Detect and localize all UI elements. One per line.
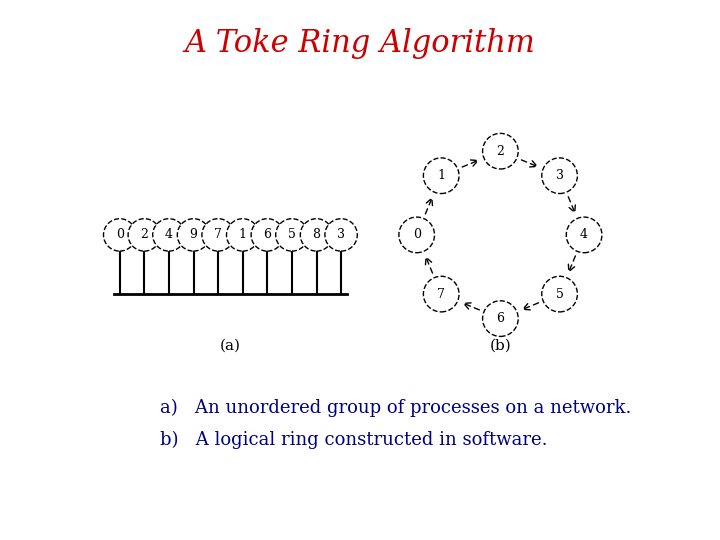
Text: (a): (a)	[220, 339, 241, 353]
Text: 1: 1	[239, 228, 247, 241]
Circle shape	[276, 219, 308, 251]
Circle shape	[423, 158, 459, 193]
Text: 3: 3	[556, 169, 564, 182]
Text: (b): (b)	[490, 339, 511, 353]
Circle shape	[423, 276, 459, 312]
Text: 6: 6	[496, 312, 505, 325]
Circle shape	[300, 219, 333, 251]
Text: 2: 2	[140, 228, 148, 241]
Circle shape	[482, 133, 518, 169]
Circle shape	[399, 217, 435, 253]
Circle shape	[541, 158, 577, 193]
Circle shape	[482, 301, 518, 336]
Text: A Toke Ring Algorithm: A Toke Ring Algorithm	[184, 28, 536, 59]
Text: b)   A logical ring constructed in software.: b) A logical ring constructed in softwar…	[160, 431, 548, 449]
Circle shape	[177, 219, 210, 251]
Circle shape	[325, 219, 357, 251]
Text: 3: 3	[337, 228, 345, 241]
Text: 4: 4	[165, 228, 173, 241]
Text: 2: 2	[497, 145, 504, 158]
Circle shape	[566, 217, 602, 253]
Text: 7: 7	[437, 288, 445, 301]
Circle shape	[202, 219, 234, 251]
Text: 9: 9	[189, 228, 197, 241]
Text: 8: 8	[312, 228, 320, 241]
Text: a)   An unordered group of processes on a network.: a) An unordered group of processes on a …	[160, 399, 631, 417]
Circle shape	[153, 219, 185, 251]
Text: 4: 4	[580, 228, 588, 241]
Text: 7: 7	[214, 228, 222, 241]
Circle shape	[251, 219, 284, 251]
Circle shape	[541, 276, 577, 312]
Text: 5: 5	[288, 228, 296, 241]
Text: 6: 6	[264, 228, 271, 241]
Text: 0: 0	[116, 228, 124, 241]
Circle shape	[128, 219, 161, 251]
Text: 1: 1	[437, 169, 445, 182]
Text: 5: 5	[556, 288, 564, 301]
Circle shape	[104, 219, 136, 251]
Text: 0: 0	[413, 228, 420, 241]
Circle shape	[227, 219, 259, 251]
